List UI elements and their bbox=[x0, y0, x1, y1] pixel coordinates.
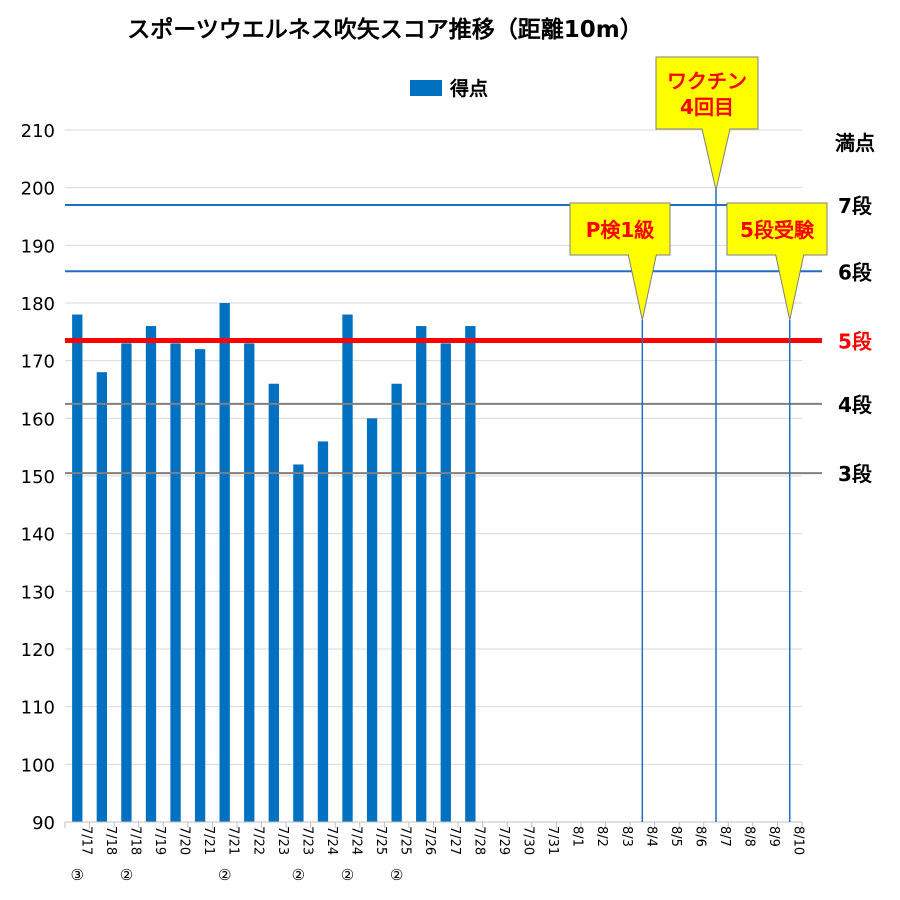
bar bbox=[121, 343, 132, 822]
rank-label: 6段 bbox=[838, 260, 872, 284]
bar bbox=[170, 343, 181, 822]
x-tick-label: 8/8 bbox=[742, 826, 757, 847]
x-tick-label: 7/18 bbox=[127, 826, 142, 855]
bar bbox=[268, 383, 279, 822]
x-tick-label: 8/1 bbox=[570, 826, 585, 847]
x-tick-label: 8/6 bbox=[692, 826, 707, 847]
x-tick-label: 8/9 bbox=[766, 826, 781, 847]
x-tick-label: 8/7 bbox=[717, 826, 732, 847]
bar bbox=[244, 343, 255, 822]
x-tick-label: 7/18 bbox=[103, 826, 118, 855]
y-tick-label: 210 bbox=[21, 121, 55, 142]
bar bbox=[391, 383, 402, 822]
y-tick-label: 180 bbox=[21, 294, 55, 315]
x-tick-mark: ② bbox=[292, 866, 305, 884]
x-tick-label: 7/19 bbox=[152, 826, 167, 855]
y-tick-label: 100 bbox=[21, 755, 55, 776]
y-tick-label: 90 bbox=[32, 813, 55, 834]
bar bbox=[416, 326, 427, 822]
x-tick-mark: ② bbox=[120, 866, 133, 884]
x-tick-label: 8/4 bbox=[643, 826, 658, 847]
x-tick-label: 8/3 bbox=[619, 826, 634, 847]
x-tick-label: 7/30 bbox=[520, 826, 535, 855]
y-tick-label: 190 bbox=[21, 236, 55, 257]
x-tick-label: 7/21 bbox=[226, 826, 241, 855]
annotation-text: ワクチン bbox=[667, 69, 747, 93]
annotation-text: 4回目 bbox=[680, 95, 734, 119]
bar bbox=[440, 343, 451, 822]
rank-label: 3段 bbox=[838, 462, 872, 486]
y-tick-label: 160 bbox=[21, 409, 55, 430]
annotation-text: P検1級 bbox=[586, 218, 655, 242]
x-tick-label: 7/20 bbox=[177, 826, 192, 855]
rank-label: 満点 bbox=[835, 131, 875, 155]
annotation-callout bbox=[726, 202, 828, 321]
x-tick-label: 7/25 bbox=[373, 826, 388, 855]
annotation-callout bbox=[569, 202, 671, 321]
bar bbox=[366, 418, 378, 822]
x-tick-mark: ② bbox=[390, 866, 403, 884]
bar bbox=[342, 314, 353, 822]
bar bbox=[145, 326, 157, 822]
y-tick-label: 110 bbox=[21, 698, 55, 719]
y-tick-label: 150 bbox=[21, 467, 55, 488]
y-tick-label: 120 bbox=[21, 640, 55, 661]
legend: 得点 bbox=[410, 74, 488, 101]
y-tick-label: 140 bbox=[21, 525, 55, 546]
x-tick-label: 8/2 bbox=[594, 826, 609, 847]
x-tick-label: 7/26 bbox=[422, 826, 437, 855]
x-tick-label: 7/17 bbox=[78, 826, 93, 855]
x-tick-label: 8/10 bbox=[791, 826, 806, 855]
annotation-callout bbox=[655, 56, 759, 191]
y-tick-label: 170 bbox=[21, 352, 55, 373]
x-tick-label: 7/23 bbox=[299, 826, 314, 855]
bar bbox=[293, 464, 304, 822]
legend-swatch bbox=[410, 79, 442, 96]
y-tick-label: 130 bbox=[21, 582, 55, 603]
x-tick-label: 7/27 bbox=[447, 826, 462, 855]
bar bbox=[317, 441, 329, 822]
x-tick-label: 7/24 bbox=[324, 826, 339, 855]
x-tick-label: 7/31 bbox=[545, 826, 560, 855]
rank-label: 5段 bbox=[838, 329, 872, 353]
chart-title: スポーツウエルネス吹矢スコア推移（距離10m） bbox=[127, 17, 643, 43]
x-tick-label: 7/25 bbox=[398, 826, 413, 855]
rank-label: 4段 bbox=[838, 393, 872, 417]
x-tick-label: 7/22 bbox=[250, 826, 265, 855]
x-tick-mark: ③ bbox=[71, 866, 84, 884]
bar bbox=[72, 314, 83, 822]
rank-label: 7段 bbox=[838, 194, 872, 218]
x-tick-label: 7/21 bbox=[201, 826, 216, 855]
x-tick-label: 7/29 bbox=[496, 826, 511, 855]
x-tick-mark: ② bbox=[218, 866, 231, 884]
legend-label: 得点 bbox=[450, 78, 489, 100]
y-tick-label: 200 bbox=[21, 179, 55, 200]
bar bbox=[465, 326, 476, 822]
annotation-text: 5段受験 bbox=[740, 218, 815, 242]
bar bbox=[194, 349, 206, 822]
x-tick-label: 8/5 bbox=[668, 826, 683, 847]
x-tick-label: 7/24 bbox=[349, 826, 364, 855]
bar bbox=[96, 372, 108, 822]
x-tick-label: 7/23 bbox=[275, 826, 290, 855]
bar bbox=[219, 303, 230, 822]
x-tick-label: 7/28 bbox=[471, 826, 486, 855]
x-tick-mark: ② bbox=[341, 866, 354, 884]
